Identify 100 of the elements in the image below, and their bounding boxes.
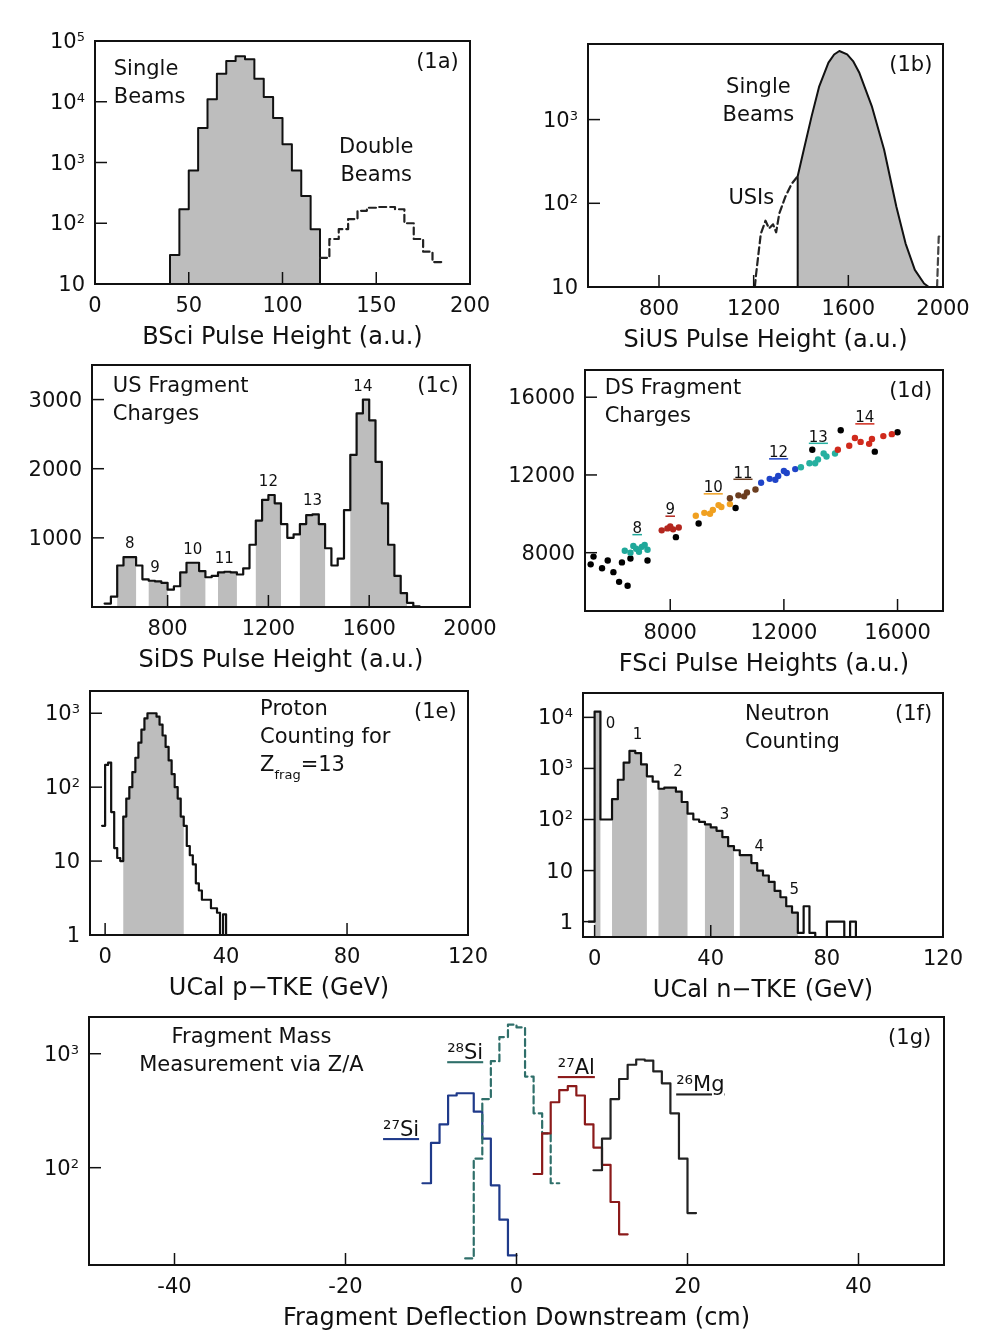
y-tick-label: 1 <box>559 909 573 934</box>
annotation: 10 <box>183 539 203 558</box>
annotation: Double Beams <box>339 133 414 186</box>
x-tick-label: 8000 <box>643 620 697 644</box>
annotation: 3 <box>719 804 730 823</box>
annotation: 2 <box>673 761 683 780</box>
x-tick-label: 0 <box>88 293 102 317</box>
annotation: US Fragment Charges <box>112 372 249 425</box>
x-tick-label: 800 <box>638 296 680 320</box>
annotation: (1c) <box>417 372 459 397</box>
y-tick-label: 10$^{4}$ <box>49 89 85 114</box>
annotation: Neutron Counting <box>745 700 840 753</box>
y-tick-label: 10$^{3}$ <box>49 150 85 175</box>
x-tick-label: 2000 <box>916 296 970 320</box>
annotation: 9 <box>150 558 160 577</box>
y-tick-label: 10$^{3}$ <box>537 755 573 781</box>
series-label: 12 <box>769 443 789 462</box>
y-tick-label: 10$^{2}$ <box>44 774 80 800</box>
annotation: Proton Counting for Z$_{frag}$=13 <box>260 696 391 782</box>
x-tick-label: 0 <box>509 1274 524 1298</box>
y-tick-label: 16000 <box>508 385 575 410</box>
x-axis-title: UCal n−TKE (GeV) <box>652 975 874 1003</box>
x-axis-title: SiDS Pulse Height (a.u.) <box>138 645 424 673</box>
series-label: 9 <box>665 500 676 519</box>
annotation: 11 <box>214 548 234 567</box>
annotation: Single Beams <box>722 73 795 126</box>
x-tick-label: 1600 <box>342 616 396 640</box>
annotation: (1a) <box>416 48 459 73</box>
y-tick-label: 10$^{3}$ <box>44 700 80 726</box>
x-tick-label: 1600 <box>821 296 876 320</box>
x-tick-label: 800 <box>147 616 188 640</box>
y-tick-label: 12000 <box>508 462 575 487</box>
annotation: 8 <box>125 534 135 553</box>
y-tick-label: 10 <box>58 272 85 296</box>
x-tick-label: 100 <box>262 293 303 317</box>
y-tick-label: 10$^{4}$ <box>537 704 573 730</box>
x-tick-label: 120 <box>447 944 489 968</box>
series-label: ²⁶Mg <box>676 1072 725 1097</box>
y-tick-label: 10$^{2}$ <box>537 807 573 832</box>
x-tick-label: 12000 <box>750 620 818 644</box>
annotation: (1d) <box>889 377 933 402</box>
annotation: (1g) <box>888 1025 932 1050</box>
annotation: USIs <box>728 185 775 210</box>
y-tick-label: 10$^{5}$ <box>49 28 85 53</box>
annotation: (1b) <box>889 51 933 76</box>
y-tick-label: 10$^{2}$ <box>49 210 85 236</box>
x-tick-label: 120 <box>922 946 964 970</box>
annotation: 1 <box>632 724 643 743</box>
x-tick-label: 20 <box>674 1274 701 1298</box>
y-tick-label: 3000 <box>28 387 82 412</box>
series-label: ²⁷Al <box>557 1055 595 1080</box>
annotation: 13 <box>302 491 323 510</box>
x-tick-label: 2000 <box>443 616 497 640</box>
x-tick-label: 80 <box>333 944 361 968</box>
annotation: (1f) <box>895 700 933 725</box>
series-label: ²⁷Si <box>383 1117 420 1142</box>
y-tick-label: 10 <box>53 849 80 874</box>
x-axis-title: BSci Pulse Height (a.u.) <box>142 322 423 350</box>
annotation: DS Fragment Charges <box>604 375 742 428</box>
annotation: 4 <box>754 837 765 856</box>
x-tick-label: -20 <box>328 1274 363 1298</box>
x-tick-label: 40 <box>697 946 725 970</box>
x-axis-title: FSci Pulse Heights (a.u.) <box>618 649 910 677</box>
annotation: 5 <box>789 880 799 899</box>
annotation: Single Beams <box>113 56 186 109</box>
series-label: 13 <box>808 427 828 446</box>
x-tick-label: 80 <box>813 946 841 970</box>
y-tick-label: 10$^{3}$ <box>542 107 578 132</box>
series-label: 10 <box>703 478 723 497</box>
y-tick-label: 10 <box>546 858 573 883</box>
y-tick-label: 2000 <box>28 456 82 481</box>
y-tick-label: 8000 <box>521 540 575 565</box>
x-tick-label: 40 <box>845 1274 872 1298</box>
y-tick-label: 1 <box>66 923 80 947</box>
x-tick-label: 150 <box>356 293 397 317</box>
x-tick-label: 200 <box>449 293 491 317</box>
series-label: 14 <box>855 408 875 427</box>
y-tick-label: 1000 <box>28 525 82 550</box>
annotation: 12 <box>258 471 278 490</box>
annotation: 14 <box>353 376 373 395</box>
x-tick-label: 0 <box>587 946 602 970</box>
annotation: (1e) <box>413 698 457 723</box>
x-tick-label: 1200 <box>241 616 296 640</box>
x-tick-label: 0 <box>98 944 112 968</box>
x-tick-label: 1200 <box>726 296 781 320</box>
annotation: 0 <box>605 713 616 732</box>
x-axis-title: Fragment Deflection Downstream (cm) <box>282 1303 751 1331</box>
x-axis-title: SiUS Pulse Height (a.u.) <box>623 325 908 353</box>
series-label: ²⁸Si <box>447 1040 484 1065</box>
annotation: Fragment Mass Measurement via Z/A <box>139 1024 365 1077</box>
y-tick-label: 10 <box>551 275 578 299</box>
y-tick-label: 10$^{2}$ <box>542 190 578 216</box>
x-tick-label: -40 <box>157 1274 192 1298</box>
x-tick-label: 16000 <box>864 620 931 644</box>
y-tick-label: 10$^{2}$ <box>43 1155 79 1180</box>
x-tick-label: 40 <box>212 944 240 968</box>
series-label: 8 <box>632 518 642 537</box>
x-tick-label: 50 <box>175 293 203 317</box>
series-label: 11 <box>733 463 753 482</box>
y-tick-label: 10$^{3}$ <box>43 1041 79 1066</box>
